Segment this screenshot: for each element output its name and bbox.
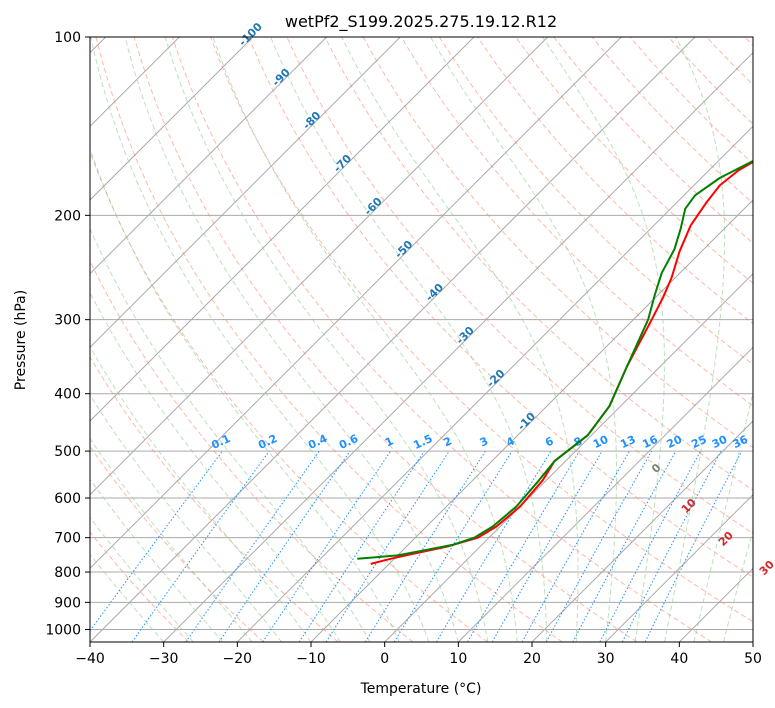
y-tick-label: 300 bbox=[54, 313, 81, 329]
dry-adiabat bbox=[133, 37, 638, 642]
moist-adiabat bbox=[430, 37, 617, 642]
dry-adiabat bbox=[95, 37, 563, 642]
dewpoint-profile-line bbox=[357, 159, 753, 560]
x-tick-label: 50 bbox=[744, 651, 762, 667]
dry-adiabat bbox=[90, 150, 488, 642]
y-tick-label: 400 bbox=[54, 387, 81, 403]
isotherm-gridline bbox=[90, 37, 401, 349]
x-tick-label: −10 bbox=[296, 651, 326, 667]
isotherm-gridline bbox=[531, 420, 753, 642]
isotherm-gridline bbox=[457, 346, 753, 642]
mixing-ratio-line bbox=[364, 450, 486, 642]
x-axis: −40 −30 −20 −10 0 10 20 30 40 50 bbox=[75, 642, 762, 667]
mixing-ratio-line bbox=[572, 450, 677, 642]
mixing-ratio-label: 10 bbox=[591, 433, 611, 451]
mixing-ratio-line bbox=[185, 450, 320, 642]
mixing-ratio-line bbox=[621, 450, 722, 642]
isotherm-gridline bbox=[384, 272, 753, 642]
moist-adiabat bbox=[124, 37, 459, 642]
background-lines bbox=[90, 37, 753, 642]
moist-adiabat bbox=[90, 345, 312, 642]
mixing-ratio-line bbox=[545, 450, 653, 642]
mixing-ratio-line bbox=[218, 450, 351, 642]
y-tick-label: 800 bbox=[54, 565, 81, 581]
mixing-ratio-line bbox=[644, 450, 743, 642]
isotherm-gridline bbox=[90, 37, 475, 422]
dry-adiabat bbox=[438, 37, 753, 366]
dry-adiabat bbox=[248, 37, 753, 578]
chart-title: wetPf2_S199.2025.275.19.12.R12 bbox=[285, 12, 557, 32]
moist-adiabat bbox=[270, 37, 548, 642]
mixing-ratio-line bbox=[599, 450, 701, 642]
mixing-ratio-label: 30 bbox=[710, 433, 730, 451]
dry-adiabat bbox=[90, 356, 339, 642]
y-tick-label: 1000 bbox=[45, 622, 81, 638]
moist-adiabat bbox=[90, 437, 253, 642]
dry-adiabat bbox=[515, 37, 753, 284]
x-tick-label: 0 bbox=[380, 651, 389, 667]
isotherm-gridline bbox=[90, 37, 254, 201]
mixing-ratio-line bbox=[262, 450, 392, 642]
moist-adiabat bbox=[90, 478, 223, 642]
moist-adiabat bbox=[90, 394, 282, 642]
profile-lines bbox=[357, 159, 753, 565]
mixing-ratio-line bbox=[298, 450, 425, 642]
moist-adiabat bbox=[341, 37, 579, 642]
mixing-ratio-line bbox=[435, 450, 552, 642]
mixing-ratio-line bbox=[521, 450, 630, 642]
y-axis-title: Pressure (hPa) bbox=[13, 290, 29, 390]
mixing-ratio-label: 25 bbox=[689, 433, 708, 451]
y-tick-label: 200 bbox=[54, 208, 81, 224]
dry-adiabat bbox=[324, 37, 753, 491]
moist-adiabat bbox=[723, 528, 753, 642]
plot-frame bbox=[89, 36, 754, 643]
x-tick-label: 20 bbox=[523, 651, 541, 667]
isotherm-gridline bbox=[163, 51, 753, 642]
isotherm-gridline bbox=[90, 37, 622, 570]
dry-adiabat bbox=[90, 531, 190, 642]
moist-adiabat bbox=[90, 147, 400, 642]
y-tick-label: 100 bbox=[54, 30, 81, 46]
x-axis-title: Temperature (°C) bbox=[360, 681, 482, 697]
x-tick-label: 30 bbox=[597, 651, 615, 667]
moist-adiabat bbox=[212, 37, 518, 642]
x-tick-label: −30 bbox=[149, 651, 179, 667]
moist-adiabat bbox=[164, 37, 489, 642]
moist-adiabat bbox=[693, 390, 753, 642]
dry-adiabat bbox=[400, 37, 753, 407]
y-axis: 100 200 300 400 500 600 700 800 900 1000 bbox=[45, 30, 90, 638]
dry-adiabat bbox=[171, 37, 712, 642]
mixing-ratio-line bbox=[325, 450, 450, 642]
dry-adiabat bbox=[90, 259, 414, 642]
plot-area bbox=[90, 37, 753, 642]
mixing-ratio-line bbox=[131, 450, 270, 642]
mixing-ratio-label: 20 bbox=[665, 433, 685, 451]
isotherm-gridline bbox=[605, 493, 753, 642]
dry-adiabat bbox=[210, 37, 753, 623]
mixing-ratio-label: 36 bbox=[731, 433, 751, 451]
mixing-ratio-label: 16 bbox=[640, 433, 660, 451]
isotherm-gridline bbox=[90, 37, 549, 496]
isotherm-gridline bbox=[90, 37, 328, 275]
y-tick-label: 600 bbox=[54, 491, 81, 507]
isotherm-gridline bbox=[236, 125, 753, 642]
mixing-ratio-label: 13 bbox=[618, 433, 637, 451]
mixing-ratio-line bbox=[393, 450, 513, 642]
x-tick-label: 10 bbox=[449, 651, 467, 667]
temperature-profile-line bbox=[370, 160, 753, 565]
y-tick-label: 900 bbox=[54, 595, 81, 611]
moist-adiabat bbox=[90, 227, 371, 642]
isotherm-gridline bbox=[90, 37, 696, 642]
y-tick-label: 700 bbox=[54, 531, 81, 547]
dry-adiabat bbox=[90, 445, 264, 642]
mixing-ratio-line bbox=[90, 450, 223, 632]
moist-adiabat bbox=[90, 291, 341, 642]
y-tick-label: 500 bbox=[54, 444, 81, 460]
moist-adiabat bbox=[90, 37, 430, 642]
x-tick-label: −20 bbox=[223, 651, 253, 667]
moist-adiabat bbox=[664, 37, 726, 642]
x-tick-label: 40 bbox=[670, 651, 688, 667]
x-tick-label: −40 bbox=[75, 651, 105, 667]
